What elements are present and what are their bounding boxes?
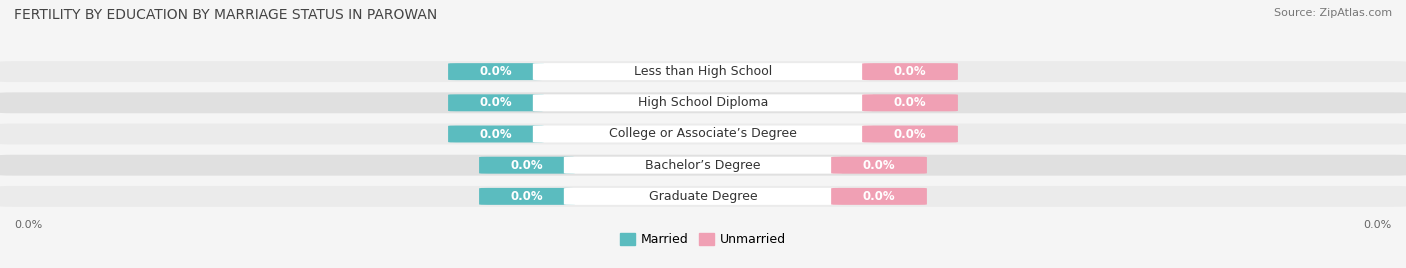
FancyBboxPatch shape	[449, 94, 544, 111]
FancyBboxPatch shape	[479, 188, 575, 205]
Text: 0.0%: 0.0%	[894, 96, 927, 109]
FancyBboxPatch shape	[564, 188, 842, 205]
Text: High School Diploma: High School Diploma	[638, 96, 768, 109]
FancyBboxPatch shape	[449, 125, 544, 143]
Text: 0.0%: 0.0%	[479, 65, 512, 78]
Text: Less than High School: Less than High School	[634, 65, 772, 78]
FancyBboxPatch shape	[0, 124, 1406, 144]
Text: 0.0%: 0.0%	[510, 190, 543, 203]
Text: 0.0%: 0.0%	[894, 65, 927, 78]
Text: 0.0%: 0.0%	[479, 128, 512, 140]
Text: 0.0%: 0.0%	[479, 96, 512, 109]
FancyBboxPatch shape	[449, 63, 544, 80]
FancyBboxPatch shape	[533, 63, 873, 80]
FancyBboxPatch shape	[479, 157, 575, 174]
Legend: Married, Unmarried: Married, Unmarried	[614, 228, 792, 251]
Text: 0.0%: 0.0%	[1364, 220, 1392, 230]
FancyBboxPatch shape	[831, 188, 927, 205]
FancyBboxPatch shape	[533, 125, 873, 143]
Text: College or Associate’s Degree: College or Associate’s Degree	[609, 128, 797, 140]
FancyBboxPatch shape	[862, 63, 957, 80]
FancyBboxPatch shape	[0, 61, 1406, 82]
FancyBboxPatch shape	[533, 94, 873, 111]
Text: 0.0%: 0.0%	[14, 220, 42, 230]
Text: 0.0%: 0.0%	[894, 128, 927, 140]
Text: Graduate Degree: Graduate Degree	[648, 190, 758, 203]
Text: 0.0%: 0.0%	[863, 190, 896, 203]
FancyBboxPatch shape	[862, 125, 957, 143]
FancyBboxPatch shape	[0, 186, 1406, 207]
Text: Bachelor’s Degree: Bachelor’s Degree	[645, 159, 761, 172]
FancyBboxPatch shape	[564, 157, 842, 174]
FancyBboxPatch shape	[862, 94, 957, 111]
FancyBboxPatch shape	[0, 92, 1406, 113]
FancyBboxPatch shape	[831, 157, 927, 174]
Text: 0.0%: 0.0%	[510, 159, 543, 172]
Text: 0.0%: 0.0%	[863, 159, 896, 172]
Text: Source: ZipAtlas.com: Source: ZipAtlas.com	[1274, 8, 1392, 18]
Text: FERTILITY BY EDUCATION BY MARRIAGE STATUS IN PAROWAN: FERTILITY BY EDUCATION BY MARRIAGE STATU…	[14, 8, 437, 22]
FancyBboxPatch shape	[0, 155, 1406, 176]
